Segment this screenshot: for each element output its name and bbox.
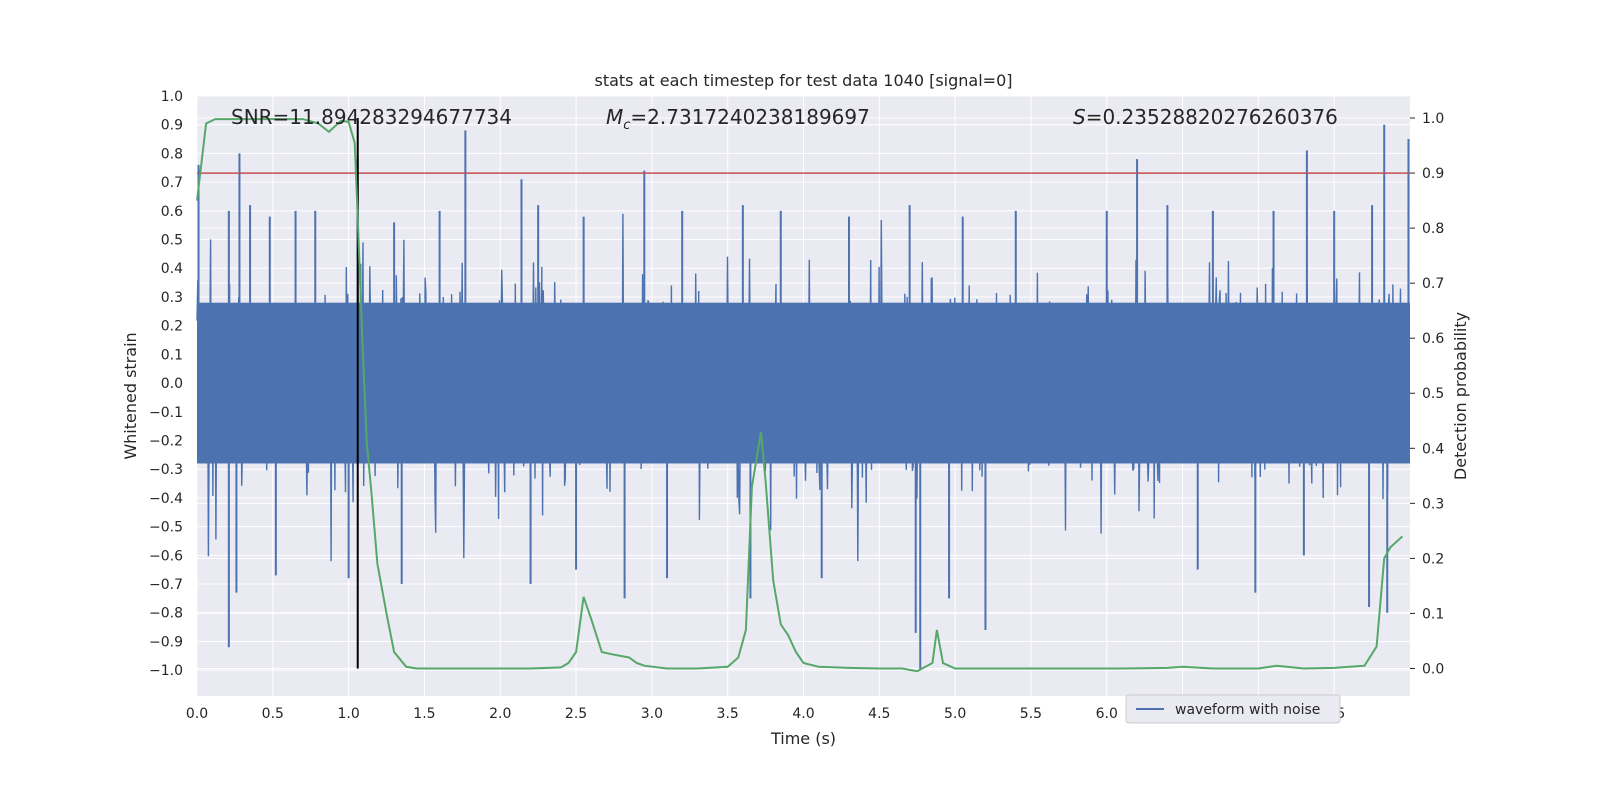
y-right-tick-label: 0.0 xyxy=(1422,661,1444,677)
y-right-tick-label: 0.9 xyxy=(1422,166,1444,182)
y-left-tick-label: −0.1 xyxy=(149,405,183,421)
y-axis-left: 1.0 0.9 0.8 0.7 0.6 0.5 0.4 0.3 0.2 0.1 0.0 −0.1 −0.… xyxy=(149,89,183,679)
y-right-tick-label: 0.3 xyxy=(1422,496,1444,512)
y-left-tick-label: −0.8 xyxy=(149,606,183,622)
s-annotation: S=0.23528820276260376 xyxy=(1073,105,1338,129)
y-left-tick-label: −0.4 xyxy=(149,491,183,507)
snr-annotation: SNR=11.894283294677734 xyxy=(231,105,512,129)
chirp-mass-subscript: c xyxy=(623,118,630,133)
y-right-tick-label: 0.8 xyxy=(1422,221,1444,237)
legend: waveform with noise xyxy=(1125,694,1341,724)
y-left-tick-label: −0.3 xyxy=(149,462,183,478)
x-tick-label: 1.0 xyxy=(337,706,359,722)
y-left-tick-label: 0.5 xyxy=(161,233,183,249)
y-left-tick-label: 0.3 xyxy=(161,290,183,306)
chart-title: stats at each timestep for test data 104… xyxy=(594,71,1012,90)
y-right-tick-label: 0.1 xyxy=(1422,606,1444,622)
x-tick-label: 4.5 xyxy=(868,706,890,722)
y-left-tick-label: 0.9 xyxy=(161,118,183,134)
y-left-tick-label: 0.0 xyxy=(161,376,183,392)
y-left-tick-label: 0.4 xyxy=(161,261,183,277)
s-value: =0.23528820276260376 xyxy=(1086,105,1338,129)
x-tick-label: 0.5 xyxy=(262,706,284,722)
y-left-tick-label: −0.7 xyxy=(149,577,183,593)
chirp-mass-symbol: M xyxy=(606,105,623,129)
y-left-tick-label: −0.9 xyxy=(149,634,183,650)
y-left-tick-label: 0.7 xyxy=(161,175,183,191)
y-axis-right: 1.0 0.9 0.8 0.7 0.6 0.5 0.4 0.3 0.2 0.1 0.0 xyxy=(1410,111,1444,677)
y-left-tick-label: 0.8 xyxy=(161,146,183,162)
x-tick-label: 3.5 xyxy=(717,706,739,722)
legend-label-waveform: waveform with noise xyxy=(1175,702,1320,718)
y-right-tick-label: 0.4 xyxy=(1422,441,1444,457)
y-axis-label-left: Whitened strain xyxy=(121,332,140,459)
y-left-tick-label: −0.5 xyxy=(149,520,183,536)
x-axis-label: Time (s) xyxy=(770,729,836,748)
y-left-tick-label: 0.1 xyxy=(161,347,183,363)
y-right-tick-label: 0.2 xyxy=(1422,551,1444,567)
x-tick-label: 2.0 xyxy=(489,706,511,722)
waveform-series xyxy=(196,124,1410,671)
chirp-mass-annotation: Mc=2.7317240238189697 xyxy=(606,105,870,133)
x-tick-label: 2.5 xyxy=(565,706,587,722)
x-tick-label: 4.0 xyxy=(792,706,814,722)
y-left-tick-label: 1.0 xyxy=(161,89,183,105)
y-right-tick-label: 1.0 xyxy=(1422,111,1444,127)
y-left-tick-label: −1.0 xyxy=(149,663,183,679)
x-tick-label: 1.5 xyxy=(413,706,435,722)
waveform-core-band xyxy=(197,302,1410,464)
y-left-tick-label: −0.6 xyxy=(149,548,183,564)
x-tick-label: 3.0 xyxy=(641,706,663,722)
legend-box xyxy=(1125,694,1341,724)
x-tick-label: 5.5 xyxy=(1020,706,1042,722)
y-left-tick-label: 0.2 xyxy=(161,319,183,335)
y-left-tick-label: 0.6 xyxy=(161,204,183,220)
s-symbol: S xyxy=(1073,105,1086,129)
y-right-tick-label: 0.7 xyxy=(1422,276,1444,292)
x-tick-label: 5.0 xyxy=(944,706,966,722)
probability-line xyxy=(196,118,1404,673)
probability-series xyxy=(196,118,1410,673)
chirp-mass-value: =2.7317240238189697 xyxy=(630,105,869,129)
x-tick-label: 0.0 xyxy=(186,706,208,722)
y-left-tick-label: −0.2 xyxy=(149,433,183,449)
y-axis-label-right: Detection probability xyxy=(1451,312,1470,480)
x-tick-label: 6.0 xyxy=(1096,706,1118,722)
y-right-tick-label: 0.6 xyxy=(1422,331,1444,347)
y-right-tick-label: 0.5 xyxy=(1422,386,1444,402)
